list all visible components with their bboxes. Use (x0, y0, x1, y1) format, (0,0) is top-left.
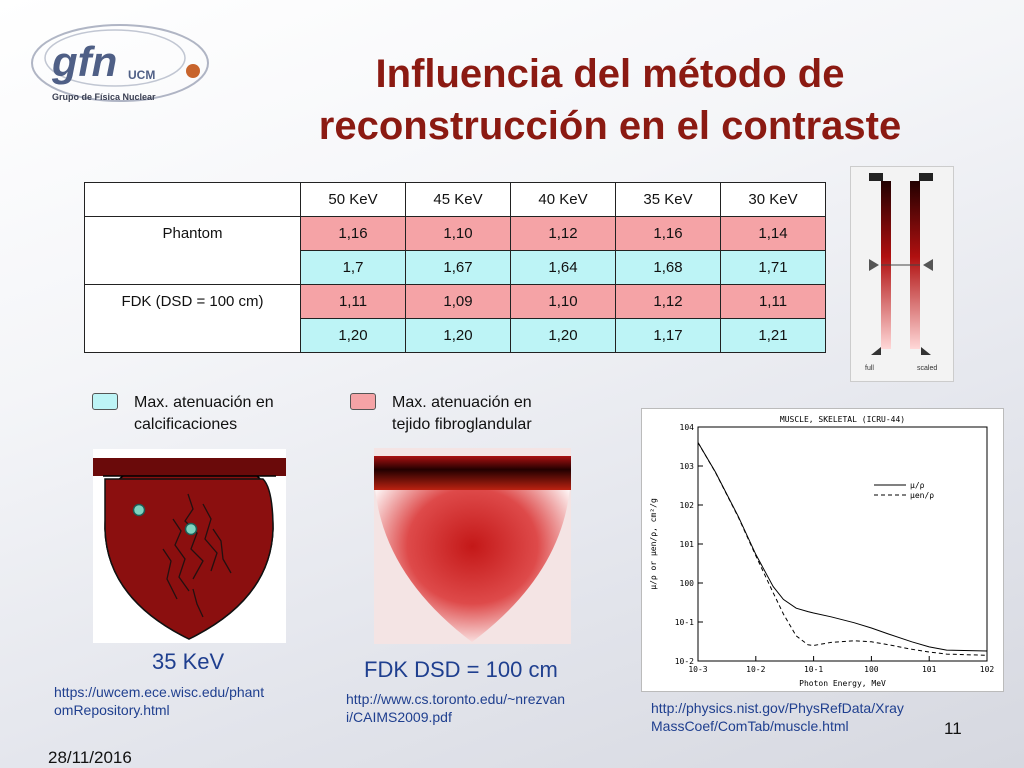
table-cell: 1,12 (510, 216, 616, 251)
slide-title: Influencia del método de reconstrucción … (250, 48, 970, 152)
table-cell: 1,12 (615, 284, 721, 319)
y-tick-label: 10-2 (675, 657, 694, 666)
legend-fibro-text: Max. atenuación en tejido fibroglandular (392, 392, 532, 436)
table-cell: 1,67 (405, 250, 511, 285)
url-line: https://uwcem.ece.wisc.edu/phant (54, 684, 265, 700)
calcification-marker (132, 503, 146, 517)
legend-label-1: μen/ρ (910, 491, 934, 500)
table-cell: 1,17 (615, 318, 721, 353)
calcification-marker (184, 522, 198, 536)
y-tick-label: 103 (680, 462, 695, 471)
chart-title: MUSCLE, SKELETAL (ICRU-44) (780, 415, 905, 424)
url-line: omRepository.html (54, 702, 170, 718)
x-tick-label: 10-1 (804, 665, 823, 674)
contrast-table: 50 KeV 45 KeV 40 KeV 35 KeV 30 KeV Phant… (84, 182, 826, 353)
url-caims[interactable]: http://www.cs.toronto.edu/~nrezvan i/CAI… (346, 690, 565, 726)
title-line-1: Influencia del método de (375, 52, 845, 96)
fdk-reconstruction-image (374, 448, 571, 644)
y-tick-label: 102 (680, 501, 695, 510)
table-cell: 1,21 (720, 318, 826, 353)
slide-date: 28/11/2016 (48, 748, 132, 767)
x-tick-label: 100 (864, 665, 879, 674)
x-axis-label: Photon Energy, MeV (799, 679, 886, 688)
bar-profile-graphic (869, 173, 933, 355)
bar-label-full: full (865, 365, 874, 372)
table-row: FDK (DSD = 100 cm) 1,11 1,09 1,10 1,12 1… (84, 284, 826, 353)
table-cell: 1,20 (405, 318, 511, 353)
legend-calc-line2: calcificaciones (134, 416, 238, 433)
url-nist[interactable]: http://physics.nist.gov/PhysRefData/Xray… (651, 699, 904, 735)
y-tick-label: 100 (680, 579, 695, 588)
plot-frame (697, 426, 988, 662)
table-cell: 1,10 (405, 216, 511, 251)
table-cell: 1,11 (300, 284, 406, 319)
x-tick-label: 102 (980, 665, 995, 674)
x-tick-label: 10-3 (688, 665, 707, 674)
chart-svg: MUSCLE, SKELETAL (ICRU-44)10-3 10-2 10-1 10… (649, 415, 995, 688)
y-tick-label: 104 (680, 423, 695, 432)
table-cell: 1,11 (720, 284, 826, 319)
series-line-0 (697, 442, 988, 652)
table-cell: 1,10 (510, 284, 616, 319)
table-cell: 1,16 (615, 216, 721, 251)
row-label-phantom: Phantom (84, 216, 301, 285)
table-header-cell: 50 KeV (300, 182, 406, 217)
caption-35kev: 35 KeV (152, 649, 225, 674)
logo-subtitle: Grupo de Física Nuclear (52, 92, 156, 102)
page-number: 11 (944, 719, 962, 738)
title-line-2: reconstrucción en el contraste (318, 104, 902, 148)
caption-fdk: FDK DSD = 100 cm (364, 657, 558, 682)
table-cell: 1,16 (300, 216, 406, 251)
y-tick-label: 101 (680, 540, 695, 549)
x-tick-label: 101 (922, 665, 937, 674)
table-cell: 1,20 (510, 318, 616, 353)
phantom-image-35kev (93, 449, 286, 643)
table-cell: 1,7 (300, 250, 406, 285)
table-header-cell: 30 KeV (720, 182, 826, 217)
bar-profile-image: full scaled (850, 166, 954, 382)
row-label-fdk: FDK (DSD = 100 cm) (84, 284, 301, 353)
legend-fibro-line1: Max. atenuación en (392, 394, 532, 411)
bar-label-scaled: scaled (917, 365, 938, 372)
logo-main-text: gfn (52, 38, 118, 85)
legend-label-0: μ/ρ (910, 481, 925, 490)
legend-calc-swatch (92, 393, 118, 410)
table-cell: 1,20 (300, 318, 406, 353)
url-phantom-repository[interactable]: https://uwcem.ece.wisc.edu/phant omRepos… (54, 683, 264, 719)
table-cell: 1,09 (405, 284, 511, 319)
fdk-graphic (374, 448, 571, 644)
table-header-cell: 45 KeV (405, 182, 511, 217)
table-cell: 1,64 (510, 250, 616, 285)
url-line: MassCoef/ComTab/muscle.html (651, 718, 849, 734)
logo-ucm-text: UCM (128, 68, 156, 82)
table-cell: 1,14 (720, 216, 826, 251)
table-row: 1,7 1,67 1,64 1,68 1,71 (85, 250, 826, 285)
legend-calc-text: Max. atenuación en calcificaciones (134, 392, 274, 436)
logo-swirl-icon (31, 24, 209, 102)
url-line: i/CAIMS2009.pdf (346, 709, 452, 725)
y-axis-label: μ/ρ or μen/ρ, cm²/g (649, 498, 658, 590)
phantom-graphic (93, 458, 286, 640)
table-row: 1,20 1,20 1,20 1,17 1,21 (85, 318, 826, 353)
legend-fibro-line2: tejido fibroglandular (392, 416, 532, 433)
url-line: http://www.cs.toronto.edu/~nrezvan (346, 691, 566, 707)
table-header-cell (84, 182, 301, 217)
series-line-1 (697, 442, 988, 656)
legend-fibro-swatch (350, 393, 376, 410)
table-header-row: 50 KeV 45 KeV 40 KeV 35 KeV 30 KeV (84, 182, 826, 217)
table-cell: 1,68 (615, 250, 721, 285)
x-tick-label: 10-2 (746, 665, 765, 674)
attenuation-chart: MUSCLE, SKELETAL (ICRU-44) 10-3 10-2 10-1 10… (641, 408, 1004, 692)
legend-calc-line1: Max. atenuación en (134, 394, 274, 411)
table-row: Phantom 1,16 1,10 1,12 1,16 1,14 (84, 216, 826, 285)
table-header-cell: 40 KeV (510, 182, 616, 217)
table-cell: 1,71 (720, 250, 826, 285)
url-line: http://physics.nist.gov/PhysRefData/Xray (651, 700, 904, 716)
y-tick-label: 10-1 (675, 618, 694, 627)
table-header-cell: 35 KeV (615, 182, 721, 217)
gfn-logo (25, 8, 215, 108)
